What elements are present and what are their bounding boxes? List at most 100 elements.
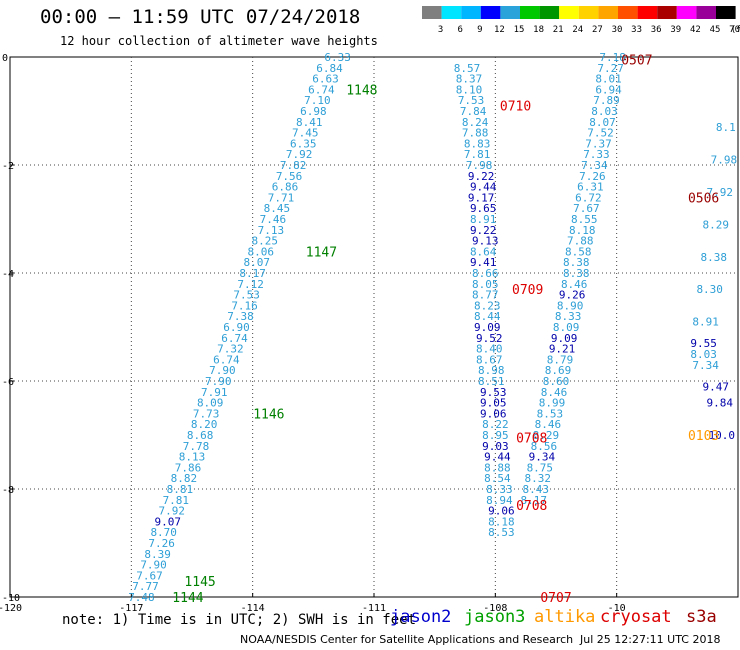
scale-label: 27: [592, 25, 603, 35]
pass-time-label: 1144: [172, 591, 203, 606]
swh-value-s3a: 8.69: [545, 364, 572, 377]
swh-value-s3a: 8.38: [563, 256, 590, 269]
swh-value-s3a: 8.46: [561, 278, 588, 291]
chart-title: 00:00 – 11:59 UTC 07/24/2018: [40, 6, 361, 28]
swh-value-jason3: 8.09: [197, 397, 224, 410]
scale-label: 21: [553, 25, 564, 35]
swh-value-jason3: 7.48: [128, 591, 155, 604]
swh-value-cryosat: 8.54: [484, 472, 511, 485]
swh-value-cryosat: 8.37: [456, 73, 483, 86]
scale-label: 24: [572, 25, 583, 35]
x-tick-label: -108: [483, 603, 507, 614]
swh-value-s3a: 8.90: [557, 299, 584, 312]
swh-value-cryosat: 9.06: [480, 407, 507, 420]
swh-value-s3a: 7.37: [585, 137, 612, 150]
scale-label: 30: [612, 25, 623, 35]
swh-value-s3a: 8.75: [527, 461, 554, 474]
swh-value-s3a: 6.72: [575, 191, 602, 204]
swh-value-s3a: 6.94: [595, 83, 622, 96]
swh-value-cryosat: 7.98: [466, 159, 493, 172]
chart-subtitle: 12 hour collection of altimeter wave hei…: [60, 34, 378, 48]
swh-value-cryosat: 7.84: [460, 105, 487, 118]
swh-value-s3a: 7.52: [587, 127, 614, 140]
swh-value-cryosat: 8.57: [454, 62, 481, 75]
swh-value-s3a: 8.79: [547, 353, 574, 366]
swh-value-jason3: 6.86: [272, 181, 299, 194]
swh-value-jason3: 7.32: [217, 343, 244, 356]
pass-time-label: 1146: [253, 407, 284, 422]
satellite-label-s3a: s3a: [686, 607, 717, 627]
swh-value-cryosat: 7.53: [458, 94, 485, 107]
swh-value-altika: 9.84: [707, 397, 734, 410]
swh-value-altika: 10.0: [709, 429, 736, 442]
swh-value-cryosat: 8.33: [486, 483, 513, 496]
swh-value-jason3: 8.06: [248, 245, 275, 258]
swh-value-jason3: 7.38: [227, 310, 254, 323]
scale-label: 70: [729, 25, 740, 35]
swh-value-jason3: 7.73: [193, 407, 220, 420]
swh-value-jason3: 7.67: [136, 569, 163, 582]
swh-value-cryosat: 9.22: [470, 224, 497, 237]
swh-value-jason3: 6.90: [223, 321, 250, 334]
scale-swatch: [637, 6, 658, 19]
scale-label: 9: [477, 25, 482, 35]
swh-value-cryosat: 9.44: [470, 181, 497, 194]
swh-value-cryosat: 8.24: [462, 116, 489, 129]
swh-value-s3a: 7.88: [567, 235, 594, 248]
swh-value-jason3: 7.71: [268, 191, 295, 204]
swh-value-jason3: 7.13: [258, 224, 285, 237]
swh-value-cryosat: 9.17: [468, 191, 495, 204]
satellite-label-cryosat: cryosat: [600, 607, 672, 627]
scale-label: 18: [533, 25, 544, 35]
satellite-label-jason3: jason3: [464, 607, 526, 627]
swh-value-jason3: 7.26: [148, 537, 175, 550]
swh-value-altika: 8.30: [696, 283, 723, 296]
swh-value-altika: 8.1: [716, 121, 736, 134]
swh-value-cryosat: 9.09: [474, 321, 501, 334]
swh-value-s3a: 8.46: [541, 386, 568, 399]
scale-label: 3: [438, 25, 443, 35]
swh-value-s3a: 7.27: [597, 62, 624, 75]
footnote: note: 1) Time is in UTC; 2) SWH is in fe…: [62, 612, 417, 628]
swh-value-s3a: 7.34: [581, 159, 608, 172]
scale-swatch: [500, 6, 520, 19]
swh-value-jason3: 7.12: [237, 278, 264, 291]
swh-value-jason3: 6.98: [300, 105, 327, 118]
swh-value-cryosat: 7.81: [464, 148, 491, 161]
swh-value-jason3: 7.77: [132, 580, 159, 593]
y-tick-label: -2: [2, 161, 14, 172]
swh-value-jason3: 7.82: [280, 159, 307, 172]
swh-value-cryosat: 9.52: [476, 332, 503, 345]
swh-value-cryosat: 8.05: [472, 278, 499, 291]
y-tick-label: -4: [2, 269, 14, 280]
swh-value-jason3: 7.90: [140, 559, 167, 572]
pass-time-label: 0710: [500, 100, 531, 115]
x-tick-label: -114: [241, 603, 265, 614]
swh-value-cryosat: 9.03: [482, 440, 509, 453]
swh-value-jason3: 7.86: [175, 461, 202, 474]
swh-value-cryosat: 8.88: [484, 461, 511, 474]
swh-value-jason3: 7.92: [159, 505, 186, 518]
pass-time-label: 0707: [540, 591, 571, 606]
scale-swatch: [480, 6, 501, 19]
swh-value-jason3: 8.45: [264, 202, 291, 215]
swh-value-jason3: 7.81: [163, 494, 190, 507]
swh-value-cryosat: 8.77: [472, 289, 499, 302]
x-tick-label: -117: [119, 603, 143, 614]
swh-value-s3a: 7.67: [573, 202, 600, 215]
swh-value-s3a: 9.21: [549, 343, 576, 356]
swh-value-s3a: 7.26: [579, 170, 606, 183]
swh-value-s3a: 7.33: [583, 148, 610, 161]
swh-value-cryosat: 8.83: [464, 137, 491, 150]
scale-swatch: [598, 6, 618, 19]
scale-label: 45: [710, 25, 721, 35]
scale-label: 6: [457, 25, 462, 35]
x-tick-label: -10: [608, 603, 626, 614]
swh-value-s3a: 8.32: [525, 472, 552, 485]
swh-value-jason3: 8.20: [191, 418, 218, 431]
satellite-label-jason2: jason2: [390, 607, 452, 627]
swh-value-jason3: 6.74: [213, 353, 240, 366]
swh-value-jason3: 7.92: [286, 148, 313, 161]
swh-value-cryosat: 8.53: [488, 526, 515, 539]
